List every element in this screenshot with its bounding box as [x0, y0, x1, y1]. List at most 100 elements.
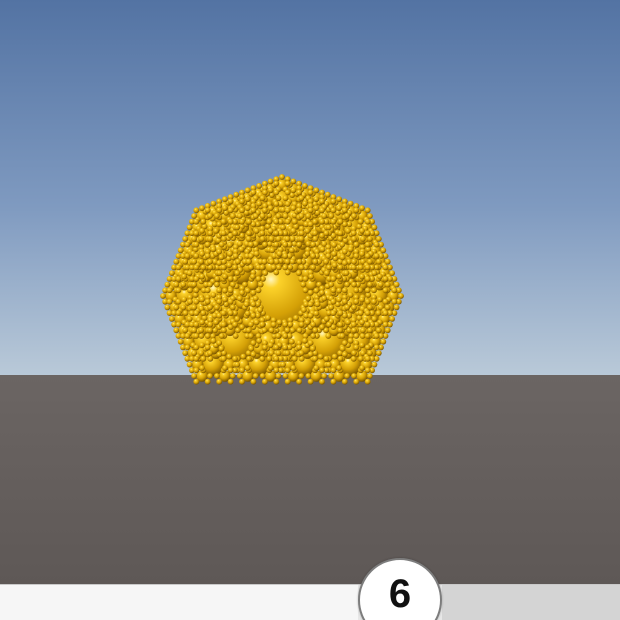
gold-sphere: [307, 351, 314, 358]
gold-sphere: [252, 295, 259, 302]
gold-sphere: [207, 225, 214, 232]
gold-sphere: [193, 355, 200, 362]
gold-sphere: [284, 236, 291, 242]
gold-sphere: [189, 276, 195, 282]
gold-sphere: [222, 196, 228, 203]
gold-sphere: [346, 312, 353, 319]
gold-sphere: [302, 333, 309, 339]
depth-slider-handle[interactable]: 6: [358, 558, 442, 620]
gold-sphere: [312, 258, 319, 265]
gold-sphere: [364, 218, 371, 225]
gold-sphere: [193, 298, 200, 305]
gold-sphere: [298, 236, 305, 242]
gold-sphere: [289, 236, 296, 242]
gold-sphere: [220, 230, 227, 237]
gold-sphere: [207, 373, 213, 379]
gold-sphere: [325, 248, 332, 255]
gold-sphere: [227, 194, 234, 200]
gold-sphere: [307, 189, 314, 196]
gold-sphere: [262, 344, 268, 351]
gold-sphere: [225, 255, 232, 262]
gold-sphere: [364, 378, 371, 385]
gold-sphere: [312, 230, 318, 237]
gold-sphere: [286, 241, 293, 248]
gold-sphere: [376, 296, 383, 303]
gold-sphere: [243, 209, 250, 216]
gold-sphere: [307, 207, 314, 214]
gold-sphere: [339, 333, 346, 339]
gold-sphere: [282, 230, 289, 237]
gold-sphere: [351, 258, 357, 265]
gold-sphere: [262, 207, 268, 214]
gold-sphere: [313, 205, 320, 212]
gold-sphere: [330, 198, 337, 205]
gold-sphere: [239, 218, 245, 225]
gold-sphere: [375, 327, 382, 334]
gold-sphere: [216, 221, 223, 228]
gold-sphere: [326, 276, 332, 282]
gold-sphere: [243, 301, 250, 308]
gold-sphere: [360, 327, 366, 334]
gold-sphere: [177, 338, 184, 345]
gold-sphere: [275, 333, 282, 339]
gold-sphere: [199, 296, 205, 303]
gold-sphere: [321, 241, 328, 247]
gold-sphere: [204, 340, 211, 346]
gold-sphere: [255, 276, 262, 282]
gold-sphere: [259, 373, 266, 379]
gold-sphere: [227, 310, 234, 316]
gold-sphere: [319, 218, 325, 225]
gold-sphere: [330, 207, 337, 214]
gold-sphere: [377, 281, 384, 288]
gold-sphere: [312, 218, 318, 225]
gold-sphere: [296, 241, 302, 248]
gold-sphere: [182, 236, 189, 242]
gold-sphere: [380, 338, 387, 345]
gold-sphere: [302, 337, 308, 344]
gold-sphere: [282, 321, 289, 328]
gold-sphere: [173, 281, 180, 288]
gold-sphere: [378, 241, 384, 248]
gold-sphere: [267, 205, 274, 212]
depth-slider-remainder: [442, 585, 620, 620]
gold-sphere: [171, 321, 178, 328]
gold-sphere: [389, 270, 395, 276]
gold-sphere: [371, 224, 378, 231]
gold-sphere: [296, 180, 302, 187]
gold-sphere: [239, 285, 245, 292]
gold-sphere: [282, 333, 289, 339]
gold-sphere: [303, 301, 309, 308]
gold-sphere: [191, 373, 198, 379]
gold-sphere: [284, 207, 291, 214]
gold-sphere: [313, 187, 320, 194]
gold-sphere: [341, 260, 348, 266]
gold-sphere: [177, 247, 184, 254]
gold-sphere: [275, 236, 282, 242]
gold-sphere: [253, 228, 260, 234]
gold-sphere: [376, 273, 383, 280]
gold-sphere: [335, 209, 341, 216]
gold-sphere: [341, 287, 348, 294]
gold-sphere: [210, 337, 217, 344]
gold-sphere: [337, 258, 343, 265]
gold-sphere: [198, 327, 205, 334]
gold-sphere: [248, 333, 254, 339]
gold-sphere: [369, 230, 375, 237]
gold-sphere: [273, 344, 280, 351]
depth-slider-track[interactable]: [0, 584, 620, 620]
gold-sphere: [175, 276, 182, 282]
gold-sphere: [273, 241, 280, 248]
gold-sphere: [175, 333, 182, 339]
gold-sphere: [204, 241, 211, 248]
gold-sphere: [307, 312, 314, 319]
gold-sphere: [189, 321, 195, 328]
gold-sphere: [330, 232, 337, 239]
gold-sphere: [279, 174, 285, 180]
gold-sphere: [347, 337, 354, 344]
gold-sphere: [273, 258, 280, 265]
gold-sphere: [187, 287, 193, 294]
gold-sphere: [350, 225, 357, 232]
gold-sphere: [353, 241, 360, 248]
gold-sphere: [290, 205, 297, 212]
gold-sphere: [364, 355, 371, 362]
